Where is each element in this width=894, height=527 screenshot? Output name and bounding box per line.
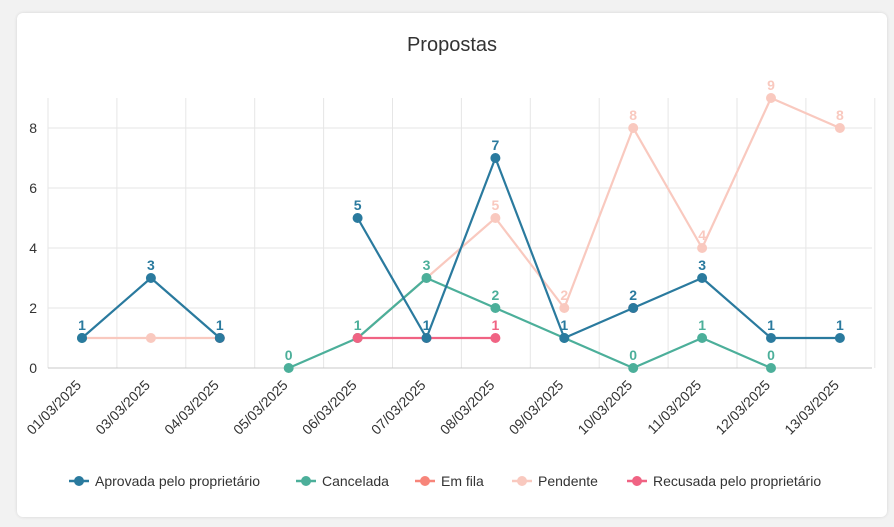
pendente-point [697, 243, 708, 253]
legend-marker [420, 476, 430, 486]
x-tick-label: 04/03/2025 [161, 377, 222, 438]
legend-marker [74, 476, 84, 486]
x-tick-label: 11/03/2025 [644, 377, 704, 437]
cancelada-line [288, 276, 772, 370]
y-tick-label: 8 [29, 120, 37, 136]
recusada-pelo-proprietario-point [352, 333, 363, 343]
pendente-data-label: 4 [698, 227, 706, 243]
aprovada-pelo-proprietario-data-label: 3 [698, 257, 706, 273]
y-tick-label: 6 [29, 180, 37, 196]
cancelada-point [490, 303, 501, 313]
pendente-point [145, 333, 156, 343]
aprovada-pelo-proprietario-data-label: 3 [147, 257, 155, 273]
legend-label: Aprovada pelo proprietário [95, 473, 260, 489]
legend-label: Pendente [538, 473, 598, 489]
cancelada-point [766, 363, 776, 373]
propostas-line-chart: Propostas 0 2 4 6 8 01/03/2025 03/03/2025 04/0… [23, 34, 876, 489]
legend-marker [632, 476, 642, 486]
aprovada-pelo-proprietario-data-label: 1 [216, 317, 224, 333]
cancelada-data-label: 0 [767, 347, 775, 363]
x-tick-label: 13/03/2025 [781, 377, 842, 438]
pendente-data-label: 9 [767, 77, 775, 93]
aprovada-pelo-proprietario-point [559, 333, 570, 343]
x-tick-label: 10/03/2025 [574, 377, 635, 438]
pendente-data-label: 8 [836, 107, 844, 123]
aprovada-pelo-proprietario-data-label: 1 [423, 317, 431, 333]
cancelada-data-label: 1 [354, 317, 362, 333]
aprovada-pelo-proprietario-data-label: 7 [492, 137, 500, 153]
y-axis: 0 2 4 6 8 [29, 120, 37, 376]
aprovada-pelo-proprietario-point [214, 333, 225, 343]
pendente-point [834, 123, 845, 133]
legend-label: Em fila [441, 473, 484, 489]
cancelada-data-label: 1 [698, 317, 706, 333]
aprovada-pelo-proprietario-data-label: 1 [560, 317, 568, 333]
aprovada-pelo-proprietario-point [766, 333, 776, 343]
aprovada-pelo-proprietario-point [628, 303, 639, 313]
x-tick-label: 05/03/2025 [230, 377, 291, 438]
data-labels: 5 2 8 4 9 8 0 1 3 2 0 1 0 1 1 3 1 5 1 7 1 2 3 1 1 [78, 77, 844, 363]
aprovada-pelo-proprietario-data-label: 1 [78, 317, 86, 333]
x-tick-label: 03/03/2025 [92, 377, 153, 438]
cancelada-point [697, 333, 708, 343]
legend-item-cancelada[interactable]: Cancelada [296, 473, 389, 489]
pendente-point [559, 303, 570, 313]
pendente-data-label: 5 [492, 197, 500, 213]
pendente-point [628, 123, 639, 133]
cancelada-data-label: 3 [423, 257, 431, 273]
y-tick-label: 2 [29, 300, 37, 316]
aprovada-pelo-proprietario-point [490, 153, 501, 163]
recusada-pelo-proprietario-point [490, 333, 501, 343]
aprovada-pelo-proprietario-data-label: 1 [767, 317, 775, 333]
x-axis: 01/03/2025 03/03/2025 04/03/2025 05/03/2025… [23, 377, 842, 438]
legend-marker [301, 476, 311, 486]
chart-card: Propostas 0 2 4 6 8 01/03/2025 03/03/2025 04/0… [17, 13, 887, 517]
aprovada-pelo-proprietario-point [421, 333, 432, 343]
aprovada-pelo-proprietario-data-label: 2 [629, 287, 637, 303]
y-tick-label: 0 [29, 360, 37, 376]
chart-title: Propostas [407, 34, 497, 56]
aprovada-pelo-proprietario-point [697, 273, 708, 283]
legend-label: Recusada pelo proprietário [653, 473, 821, 489]
x-tick-label: 06/03/2025 [299, 377, 360, 438]
cancelada-point [421, 273, 432, 283]
cancelada-data-label: 0 [285, 347, 293, 363]
x-tick-label: 01/03/2025 [23, 377, 84, 438]
cancelada-point [283, 363, 294, 373]
x-tick-label: 09/03/2025 [506, 377, 567, 438]
aprovada-pelo-proprietario-point [352, 213, 363, 223]
chart-legend[interactable]: Aprovada pelo proprietário Cancelada Em fi… [69, 473, 821, 489]
x-tick-label: 07/03/2025 [368, 377, 429, 438]
aprovada-pelo-proprietario-point [77, 333, 87, 343]
x-tick-label: 12/03/2025 [712, 377, 773, 438]
pendente-point [766, 93, 776, 103]
aprovada-pelo-proprietario-data-label: 1 [836, 317, 844, 333]
legend-label: Cancelada [322, 473, 389, 489]
legend-marker [517, 476, 527, 486]
recusada-pelo-proprietario-data-label: 1 [492, 317, 500, 333]
cancelada-data-label: 2 [492, 287, 500, 303]
y-tick-label: 4 [29, 240, 37, 256]
pendente-point [490, 213, 501, 223]
legend-item-em-fila[interactable]: Em fila [415, 473, 484, 489]
legend-item-pendente[interactable]: Pendente [512, 473, 598, 489]
pendente-data-label: 8 [629, 107, 637, 123]
aprovada-pelo-proprietario-point [145, 273, 156, 283]
cancelada-data-label: 0 [629, 347, 637, 363]
chart-series [77, 93, 845, 373]
aprovada-pelo-proprietario-data-label: 5 [354, 197, 362, 213]
x-tick-label: 08/03/2025 [437, 377, 498, 438]
legend-item-aprovada-pelo-proprietario[interactable]: Aprovada pelo proprietário [69, 473, 260, 489]
aprovada-pelo-proprietario-point [834, 333, 845, 343]
legend-item-recusada-pelo-proprietario[interactable]: Recusada pelo proprietário [627, 473, 821, 489]
cancelada-point [628, 363, 639, 373]
chart-grid [47, 98, 876, 369]
pendente-data-label: 2 [560, 287, 568, 303]
